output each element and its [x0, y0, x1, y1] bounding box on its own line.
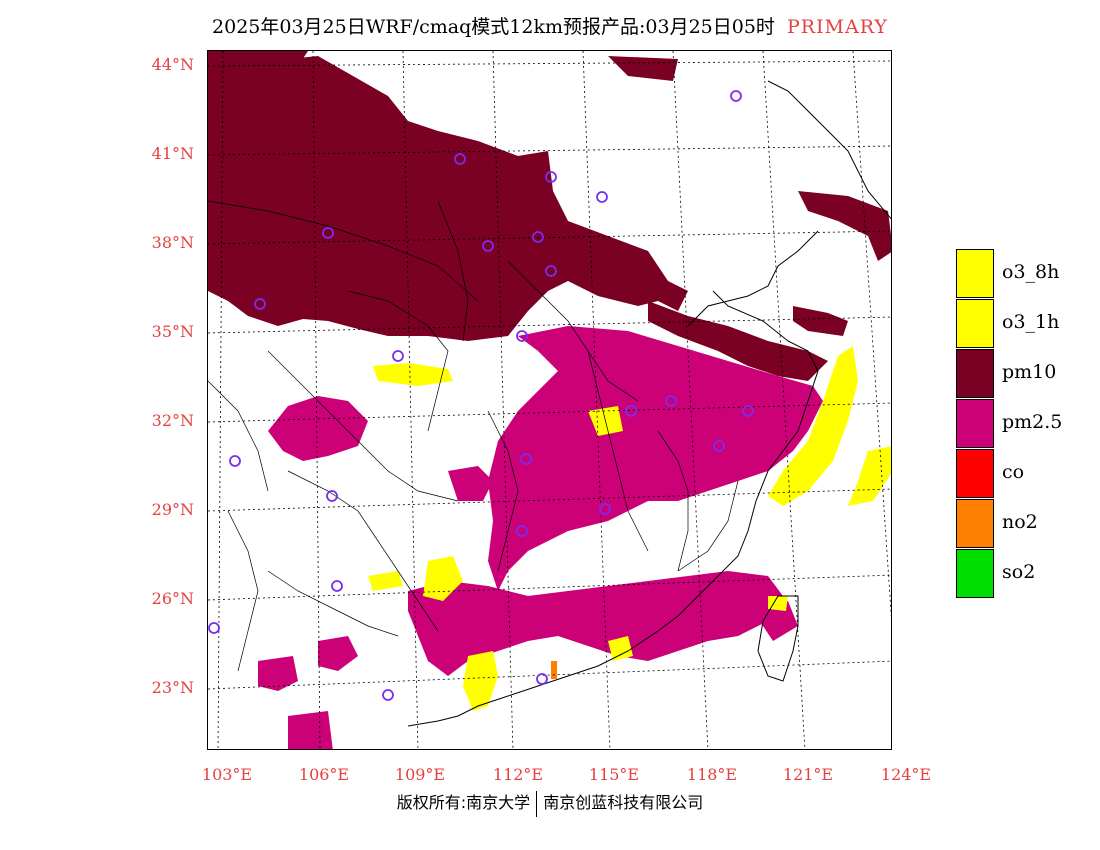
lat-label-23: 23°N — [151, 678, 194, 697]
lat-label-32: 32°N — [151, 411, 194, 430]
pm10-region-top-mid — [608, 56, 678, 81]
map-svg — [208, 51, 891, 749]
province-boundaries — [208, 200, 739, 672]
pm25-region-central — [488, 326, 823, 591]
lon-label-106: 106°E — [298, 765, 350, 784]
o3-region-shaanxi — [373, 363, 453, 386]
legend-label: so2 — [1002, 561, 1036, 583]
pm25-region-yunnan — [258, 656, 298, 691]
o3-region-guangdong — [463, 651, 498, 711]
map-canvas[interactable] — [207, 50, 892, 750]
coastline — [407, 80, 891, 727]
legend-swatch — [956, 499, 994, 548]
pm10-region-top — [208, 51, 308, 76]
legend-item-no2: no2 — [956, 499, 1096, 549]
legend-label: pm2.5 — [1002, 411, 1063, 433]
legend-label: co — [1002, 461, 1025, 483]
o3-region-guangxi-b — [368, 571, 403, 591]
legend-swatch — [956, 249, 994, 298]
legend-item-pm10: pm10 — [956, 349, 1096, 399]
no2-hotspot — [551, 661, 557, 679]
graticule — [208, 51, 891, 749]
lon-label-103: 103°E — [201, 765, 253, 784]
pm25-region-hubei — [448, 466, 493, 501]
lon-label-112: 112°E — [492, 765, 544, 784]
lon-label-115: 115°E — [588, 765, 640, 784]
lat-label-44: 44°N — [151, 55, 194, 74]
lon-label-118: 118°E — [686, 765, 738, 784]
pm25-region-south — [408, 571, 783, 676]
pm25-region-hainan — [288, 711, 333, 749]
legend-swatch — [956, 549, 994, 598]
legend-item-o3-8h: o3_8h — [956, 249, 1096, 299]
legend-swatch — [956, 299, 994, 348]
lat-label-35: 35°N — [151, 322, 194, 341]
footer-divider — [536, 790, 538, 817]
lat-label-38: 38°N — [151, 233, 194, 252]
o3-region-east-sea — [768, 346, 858, 506]
legend-swatch — [956, 349, 994, 398]
lat-label-26: 26°N — [151, 589, 194, 608]
lon-label-124: 124°E — [880, 765, 932, 784]
o3-region-fujian-coast — [608, 636, 633, 661]
legend: o3_8h o3_1h pm10 pm2.5 co no2 so2 — [956, 249, 1096, 599]
title-text: 2025年03月25日WRF/cmaq模式12km预报产品:03月25日05时 — [212, 16, 775, 38]
o3-region-taiwan — [768, 596, 788, 611]
pm10-region-shandong — [793, 306, 848, 336]
legend-label: o3_8h — [1002, 261, 1060, 283]
legend-item-o3-1h: o3_1h — [956, 299, 1096, 349]
lon-label-121: 121°E — [782, 765, 834, 784]
o3-region-east-sea-2 — [848, 446, 891, 506]
pm10-region-north — [208, 56, 688, 341]
o3-region-guangxi-a — [423, 556, 463, 601]
copyright-left: 版权所有:南京大学 — [396, 793, 531, 812]
taiwan-outline — [757, 595, 799, 682]
pm25-region-guangxi — [318, 636, 358, 671]
legend-item-co: co — [956, 449, 1096, 499]
station-markers — [208, 90, 754, 701]
lon-label-109: 109°E — [394, 765, 446, 784]
legend-label: pm10 — [1002, 361, 1057, 383]
copyright-footer: 版权所有:南京大学 南京创蓝科技有限公司 — [0, 789, 1100, 817]
legend-item-pm25: pm2.5 — [956, 399, 1096, 449]
legend-swatch — [956, 399, 994, 448]
pm25-region-taiwan — [753, 601, 798, 641]
legend-item-so2: so2 — [956, 549, 1096, 599]
pm10-region-northeast — [798, 191, 891, 261]
legend-label: no2 — [1002, 511, 1038, 533]
pm25-region-sichuan — [268, 396, 368, 461]
lat-label-29: 29°N — [151, 500, 194, 519]
legend-label: o3_1h — [1002, 311, 1060, 333]
copyright-right: 南京创蓝科技有限公司 — [543, 793, 704, 812]
legend-swatch — [956, 449, 994, 498]
map-title: 2025年03月25日WRF/cmaq模式12km预报产品:03月25日05时 P… — [0, 12, 1100, 39]
lat-label-41: 41°N — [151, 144, 194, 163]
primary-label: PRIMARY — [786, 16, 888, 38]
